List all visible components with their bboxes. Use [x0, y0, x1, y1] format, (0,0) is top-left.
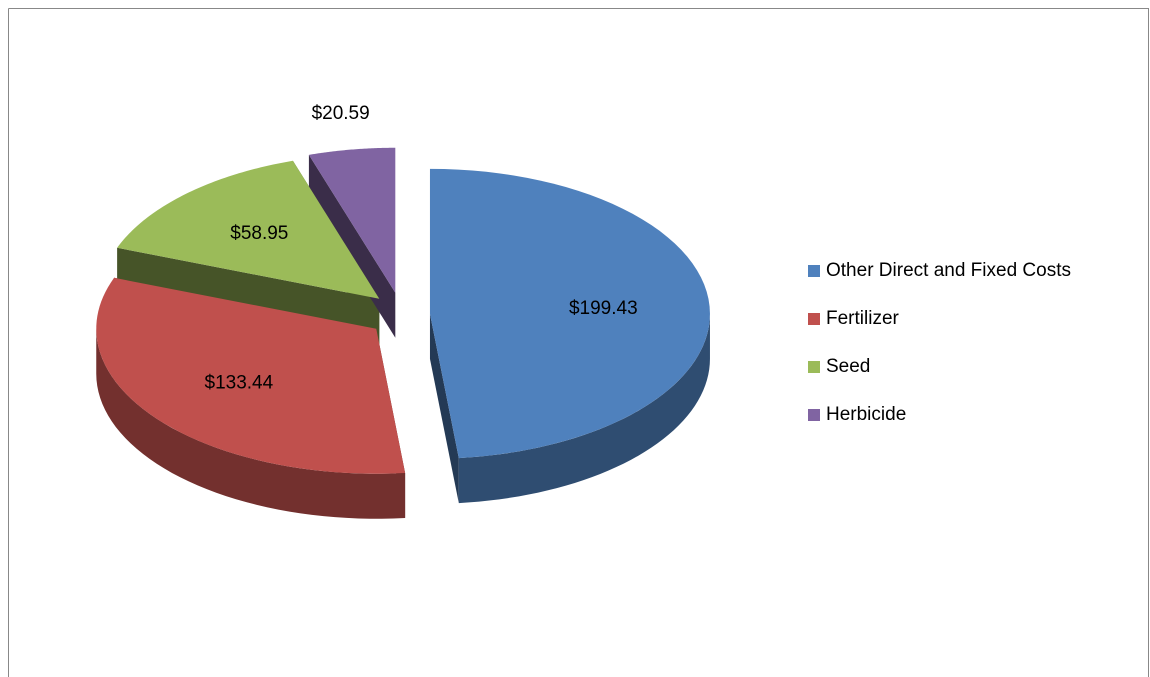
legend-label: Seed [826, 356, 870, 377]
slice [308, 147, 396, 293]
legend: Other Direct and Fixed Costs Fertilizer Se… [808, 260, 1071, 425]
slice-walls [96, 313, 710, 519]
legend-swatch [808, 409, 820, 421]
legend-swatch [808, 265, 820, 277]
slice-side [429, 313, 459, 504]
slice-wall [96, 328, 406, 519]
legend-swatch [808, 361, 820, 373]
slice-wall [458, 313, 710, 504]
data-labels: $199.43 $133.44 $58.95 $20.59 [205, 103, 638, 394]
data-label: $20.59 [312, 103, 370, 124]
legend-label: Fertilizer [826, 308, 900, 329]
slice-tops [96, 147, 710, 474]
data-label: $58.95 [230, 223, 288, 244]
data-label: $133.44 [205, 373, 274, 394]
slice [117, 160, 380, 299]
data-label: $199.43 [569, 298, 638, 319]
legend-label: Other Direct and Fixed Costs [826, 260, 1071, 281]
slice [429, 168, 710, 459]
slice [96, 277, 406, 474]
legend-swatch [808, 313, 820, 325]
legend-label: Herbicide [826, 404, 906, 425]
frame [8, 8, 1149, 677]
